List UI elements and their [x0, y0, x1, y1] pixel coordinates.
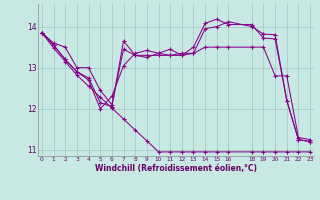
X-axis label: Windchill (Refroidissement éolien,°C): Windchill (Refroidissement éolien,°C): [95, 164, 257, 173]
